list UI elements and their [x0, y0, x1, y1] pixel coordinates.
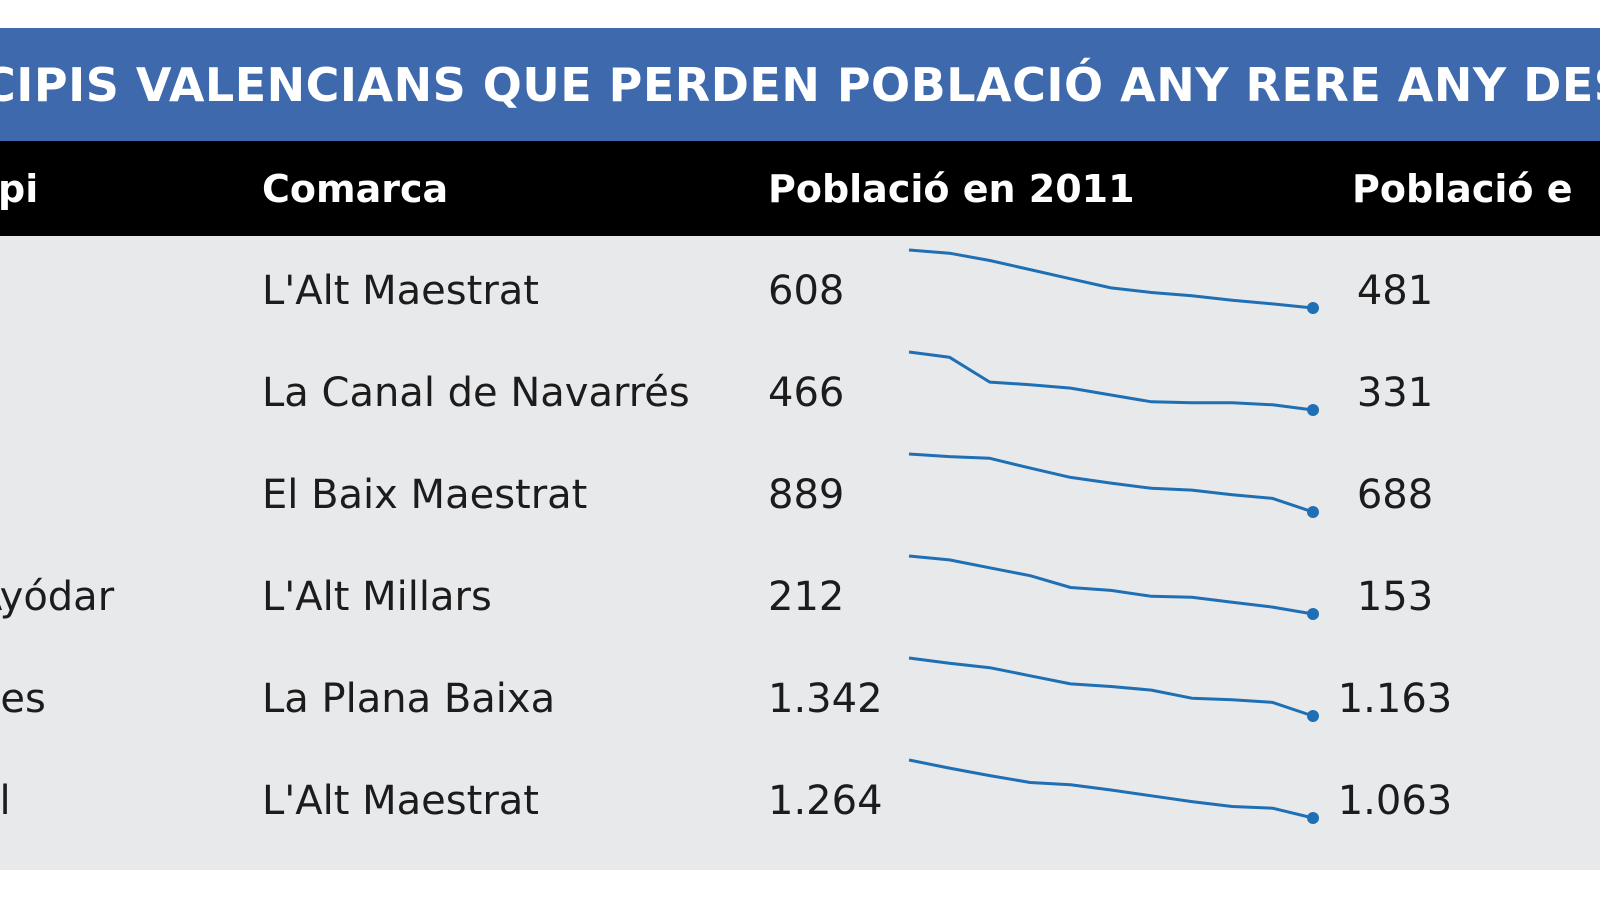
table-header: pi Comarca Població en 2011 Població e: [0, 141, 1600, 236]
sparkline-end-point: [1307, 302, 1319, 314]
table-row: Ayódar L'Alt Millars 212 153: [0, 542, 1600, 644]
cell-municipi: bes: [0, 676, 46, 722]
cell-comarca: L'Alt Maestrat: [262, 778, 539, 824]
title-bar: CIPIS VALENCIANS QUE PERDEN POBLACIÓ ANY…: [0, 28, 1600, 141]
cell-poblacio-2011: 608: [768, 268, 845, 314]
cell-poblacio-actual: 1.163: [1337, 676, 1453, 722]
cell-municipi: al: [0, 778, 11, 824]
cell-poblacio-actual: 1.063: [1337, 778, 1453, 824]
sparkline-end-point: [1307, 710, 1319, 722]
cell-poblacio-2011: 889: [768, 472, 845, 518]
sparkline-end-point: [1307, 506, 1319, 518]
sparkline: [908, 452, 1319, 518]
cell-poblacio-2011: 212: [768, 574, 845, 620]
header-poblacio-actual: Població e: [1352, 167, 1573, 211]
cell-poblacio-2011: 466: [768, 370, 845, 416]
sparkline-series: [908, 350, 1314, 412]
table-body: L'Alt Maestrat 608 481 La Canal de Navarrés…: [0, 236, 1600, 870]
table-row: al L'Alt Maestrat 1.264 1.063: [0, 746, 1600, 848]
cell-poblacio-actual: 153: [1356, 574, 1434, 620]
sparkline: [908, 554, 1319, 620]
table-row: bes La Plana Baixa 1.342 1.163: [0, 644, 1600, 746]
sparkline: [908, 350, 1319, 416]
table-row: L'Alt Maestrat 608 481: [0, 236, 1600, 338]
header-poblacio-2011: Població en 2011: [768, 167, 1135, 211]
header-comarca: Comarca: [262, 167, 449, 211]
cell-poblacio-2011: 1.264: [768, 778, 883, 824]
cell-comarca: La Plana Baixa: [262, 676, 556, 722]
cell-comarca: El Baix Maestrat: [262, 472, 588, 518]
cell-comarca: La Canal de Navarrés: [262, 370, 690, 416]
sparkline-series: [908, 248, 1314, 310]
cell-poblacio-actual: 688: [1356, 472, 1434, 518]
sparkline-end-point: [1307, 812, 1319, 824]
cell-comarca: L'Alt Maestrat: [262, 268, 539, 314]
cell-comarca: L'Alt Millars: [262, 574, 492, 620]
sparkline-end-point: [1307, 404, 1319, 416]
cell-poblacio-actual: 481: [1356, 268, 1434, 314]
sparkline: [908, 758, 1319, 824]
cell-poblacio-actual: 331: [1356, 370, 1434, 416]
sparkline-series: [908, 758, 1314, 820]
sparkline-series: [908, 452, 1314, 514]
sparkline-end-point: [1307, 608, 1319, 620]
sparkline: [908, 656, 1319, 722]
cell-poblacio-2011: 1.342: [768, 676, 883, 722]
cell-municipi: Ayódar: [0, 574, 115, 620]
sparkline-series: [908, 554, 1314, 616]
table-row: El Baix Maestrat 889 688: [0, 440, 1600, 542]
header-municipi: pi: [0, 167, 39, 211]
sparkline-series: [908, 656, 1314, 718]
chart-title: CIPIS VALENCIANS QUE PERDEN POBLACIÓ ANY…: [0, 58, 1600, 112]
table-row: La Canal de Navarrés 466 331: [0, 338, 1600, 440]
sparkline: [908, 248, 1319, 314]
